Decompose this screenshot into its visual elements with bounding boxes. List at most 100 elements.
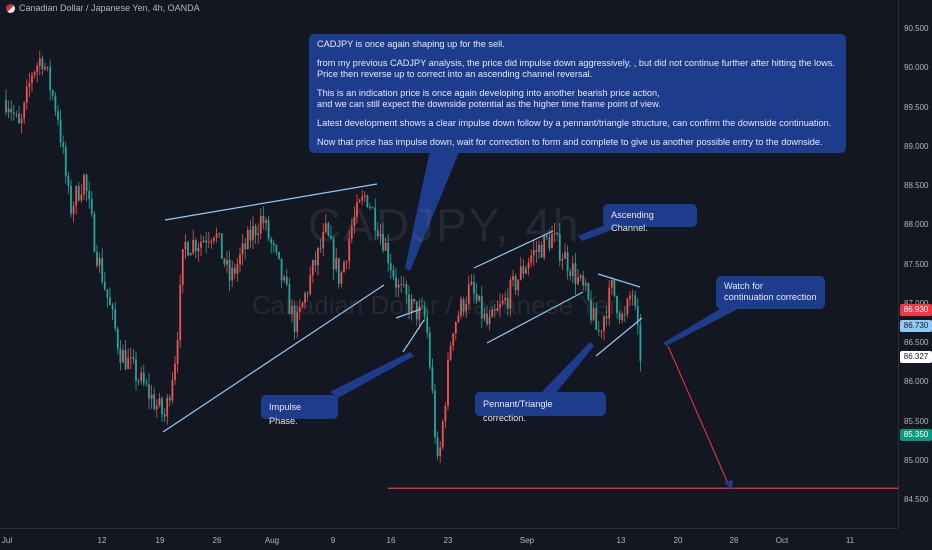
bearish-candle xyxy=(314,259,317,266)
bearish-candle xyxy=(254,226,257,236)
bearish-candle xyxy=(285,276,288,285)
bearish-candle xyxy=(62,142,65,148)
bullish-candle xyxy=(532,250,535,256)
pennant-triangle-callout[interactable]: Pennant/Triangle correction. xyxy=(475,392,606,423)
bullish-candle xyxy=(452,333,455,346)
bullish-candle xyxy=(44,67,46,70)
bearish-candle xyxy=(278,251,280,259)
bearish-candle xyxy=(101,258,104,282)
symbol-header[interactable]: Canadian Dollar / Japanese Yen, 4h, OAND… xyxy=(6,3,200,13)
time-tick-label: 20 xyxy=(673,536,683,545)
bullish-candle xyxy=(501,300,504,304)
bullish-candle xyxy=(584,283,587,286)
bullish-candle xyxy=(246,229,249,249)
bullish-candle xyxy=(301,302,304,308)
bearish-candle xyxy=(57,111,59,120)
bearish-candle xyxy=(618,313,621,320)
impulse-phase-callout[interactable]: Impulse Phase. xyxy=(261,395,338,426)
bullish-candle xyxy=(20,118,23,124)
bullish-candle xyxy=(460,299,462,316)
analysis-callout[interactable]: CADJPY is once again shaping up for the … xyxy=(309,34,846,153)
bullish-candle xyxy=(470,281,473,285)
bearish-candle xyxy=(428,332,431,368)
bearish-candle xyxy=(153,394,156,410)
bullish-candle xyxy=(311,259,314,276)
bullish-candle xyxy=(571,263,574,276)
bearish-candle xyxy=(54,95,57,112)
analysis-callout-pointer xyxy=(405,150,460,271)
bearish-candle xyxy=(522,266,525,274)
bullish-candle xyxy=(363,195,366,197)
bullish-candle xyxy=(181,249,184,285)
analysis-paragraph-5: Now that price has impulse down, wait fo… xyxy=(317,137,823,147)
bullish-candle xyxy=(155,405,158,410)
bullish-candle xyxy=(197,247,200,252)
analysis-paragraph-4: Latest development shows a clear impulse… xyxy=(317,118,832,128)
bullish-candle xyxy=(465,303,468,312)
bearish-candle xyxy=(293,305,296,332)
bullish-candle xyxy=(418,306,421,320)
bearish-candle xyxy=(77,186,80,201)
bullish-candle xyxy=(543,235,546,258)
bullish-candle xyxy=(189,253,192,256)
bullish-candle xyxy=(345,261,348,263)
bearish-candle xyxy=(327,223,330,236)
bullish-candle xyxy=(629,295,631,300)
watch-correction-callout[interactable]: Watch for continuation correction xyxy=(716,276,825,309)
bearish-candle xyxy=(5,99,7,113)
bearish-candle xyxy=(369,207,371,208)
bullish-candle xyxy=(215,233,218,238)
bullish-candle xyxy=(317,247,319,266)
price-tick-label: 86.500 xyxy=(904,338,929,347)
bullish-candle xyxy=(527,262,530,269)
price-tag-blue: 86.730 xyxy=(900,320,932,332)
bullish-candle xyxy=(564,252,566,259)
bullish-candle xyxy=(561,258,564,261)
projection-arrowhead xyxy=(724,480,733,490)
time-tick-label: Oct xyxy=(775,536,789,545)
bearish-candle xyxy=(475,293,478,301)
bearish-candle xyxy=(548,237,551,249)
bearish-candle xyxy=(558,233,561,261)
bearish-candle xyxy=(288,284,291,315)
bullish-candle xyxy=(127,358,130,369)
bearish-candle xyxy=(395,277,397,288)
price-tag-red: 86.930 xyxy=(900,304,932,316)
bullish-candle xyxy=(7,108,10,113)
price-tick-label: 86.000 xyxy=(904,377,929,387)
bullish-candle xyxy=(309,275,312,294)
bullish-candle xyxy=(80,194,83,201)
price-tag-teal: 85.350 xyxy=(900,429,932,441)
bullish-candle xyxy=(530,255,533,263)
bullish-candle xyxy=(75,186,78,206)
bearish-candle xyxy=(486,313,488,325)
time-tick-label: 23 xyxy=(443,536,453,545)
bearish-candle xyxy=(205,240,208,243)
bullish-candle xyxy=(579,275,582,278)
bearish-candle xyxy=(51,90,54,96)
bullish-candle xyxy=(496,308,499,312)
bearish-candle xyxy=(556,232,559,234)
bullish-candle xyxy=(28,82,31,88)
bearish-candle xyxy=(595,308,598,330)
bearish-candle xyxy=(249,229,252,241)
bearish-candle xyxy=(275,245,278,252)
bearish-candle xyxy=(194,239,197,252)
ascending-channel-callout[interactable]: Ascending Channel. xyxy=(603,204,697,233)
upper-trendline xyxy=(164,183,378,221)
bullish-candle xyxy=(517,279,520,291)
bearish-candle xyxy=(88,191,91,200)
symbol-title: Canadian Dollar / Japanese Yen, 4h, OAND… xyxy=(19,3,200,13)
time-tick-label: 9 xyxy=(330,536,336,545)
price-tick-label: 90.500 xyxy=(904,24,929,33)
bullish-candle xyxy=(478,295,481,301)
bearish-candle xyxy=(514,276,517,291)
bearish-candle xyxy=(270,239,273,244)
bearish-candle xyxy=(220,233,223,259)
bullish-candle xyxy=(231,267,234,281)
bearish-candle xyxy=(480,295,483,319)
bullish-candle xyxy=(483,313,486,319)
bullish-candle xyxy=(577,277,579,284)
bullish-candle xyxy=(25,87,28,103)
